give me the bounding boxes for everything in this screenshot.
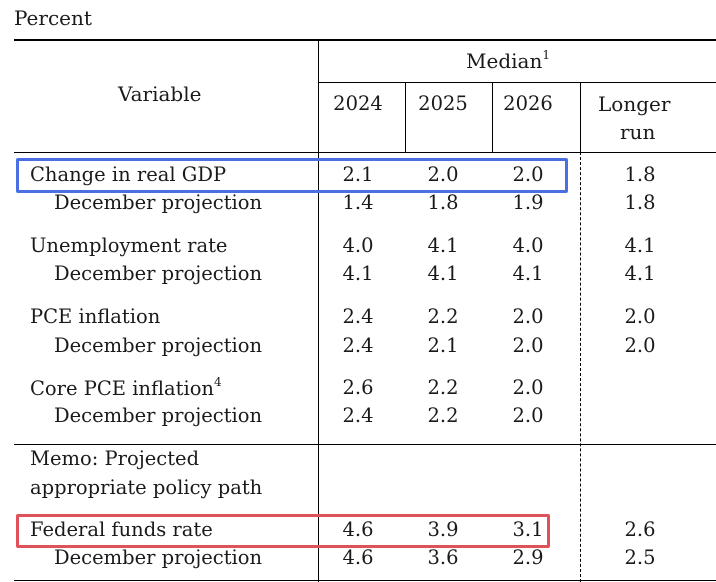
- longer-run-header-line1: Longer: [598, 92, 671, 116]
- year-divider-2: [492, 82, 493, 152]
- row-label-pce-december: December projection: [54, 334, 263, 357]
- memo-line-2: appropriate policy path: [30, 476, 263, 499]
- row-label-federal-funds-rate: Federal funds rate: [30, 518, 213, 541]
- ffr-longer-run: 2.6: [624, 518, 656, 541]
- ffr-dec-2025: 3.6: [427, 546, 459, 569]
- pce-dec-2025: 2.1: [427, 334, 459, 357]
- median-header: Median1: [466, 48, 550, 73]
- unemp-2025: 4.1: [427, 234, 459, 257]
- core-2025: 2.2: [427, 376, 459, 399]
- gdp-dec-2025: 1.8: [427, 191, 459, 214]
- core-2024: 2.6: [342, 376, 374, 399]
- median-footnote-ref: 1: [542, 48, 550, 62]
- unemp-dec-2024: 4.1: [342, 262, 374, 285]
- unemp-dec-longer-run: 4.1: [624, 262, 656, 285]
- row-label-core-pce: Core PCE inflation4: [30, 375, 222, 400]
- ffr-dec-2026: 2.9: [512, 546, 544, 569]
- gdp-2024: 2.1: [342, 163, 374, 186]
- pce-longer-run: 2.0: [624, 305, 656, 328]
- row-label-gdp-december: December projection: [54, 191, 263, 214]
- ffr-2025: 3.9: [427, 518, 459, 541]
- year-header-2025: 2025: [418, 92, 468, 115]
- unemp-longer-run: 4.1: [624, 234, 656, 257]
- year-header-2024: 2024: [333, 92, 383, 115]
- longer-run-header-line2: run: [620, 120, 656, 144]
- row-label-gdp: Change in real GDP: [30, 163, 227, 186]
- variable-header: Variable: [118, 82, 202, 106]
- row-label-unemployment-december: December projection: [54, 262, 263, 285]
- ffr-2024: 4.6: [342, 518, 374, 541]
- pce-2024: 2.4: [342, 305, 374, 328]
- pce-dec-longer-run: 2.0: [624, 334, 656, 357]
- year-divider-3: [580, 82, 581, 152]
- core-dec-2025: 2.2: [427, 404, 459, 427]
- gdp-2025: 2.0: [427, 163, 459, 186]
- core-dec-2024: 2.4: [342, 404, 374, 427]
- gdp-dec-2026: 1.9: [512, 191, 544, 214]
- ffr-2026: 3.1: [512, 518, 544, 541]
- memo-line-1: Memo: Projected: [30, 447, 200, 470]
- median-label: Median: [466, 49, 543, 73]
- gdp-2026: 2.0: [512, 163, 544, 186]
- core-pce-label-text: Core PCE inflation: [30, 377, 214, 400]
- gdp-dec-longer-run: 1.8: [624, 191, 656, 214]
- row-label-federal-funds-rate-december: December projection: [54, 546, 263, 569]
- gdp-highlight-box: [16, 158, 568, 193]
- memo-rule: [14, 444, 716, 445]
- bottom-rule: [14, 580, 716, 581]
- unemp-2026: 4.0: [512, 234, 544, 257]
- pce-2025: 2.2: [427, 305, 459, 328]
- gdp-dec-2024: 1.4: [342, 191, 374, 214]
- federal-funds-highlight-box: [16, 514, 550, 548]
- unemp-dec-2026: 4.1: [512, 262, 544, 285]
- core-dec-2026: 2.0: [512, 404, 544, 427]
- ffr-dec-longer-run: 2.5: [624, 546, 656, 569]
- core-pce-footnote-ref: 4: [214, 375, 222, 389]
- variable-column-rule: [318, 40, 319, 582]
- core-2026: 2.0: [512, 376, 544, 399]
- ffr-dec-2024: 4.6: [342, 546, 374, 569]
- median-rule: [318, 82, 716, 83]
- year-header-2026: 2026: [503, 92, 553, 115]
- pce-dec-2026: 2.0: [512, 334, 544, 357]
- unit-label: Percent: [14, 6, 92, 30]
- header-bottom-rule: [14, 152, 716, 153]
- row-label-unemployment: Unemployment rate: [30, 234, 228, 257]
- longer-run-dashed-divider: [580, 152, 581, 582]
- gdp-longer-run: 1.8: [624, 163, 656, 186]
- unemp-dec-2025: 4.1: [427, 262, 459, 285]
- pce-dec-2024: 2.4: [342, 334, 374, 357]
- year-divider-1: [405, 82, 406, 152]
- top-rule: [14, 39, 716, 41]
- pce-2026: 2.0: [512, 305, 544, 328]
- row-label-core-pce-december: December projection: [54, 404, 263, 427]
- row-label-pce: PCE inflation: [30, 305, 161, 328]
- unemp-2024: 4.0: [342, 234, 374, 257]
